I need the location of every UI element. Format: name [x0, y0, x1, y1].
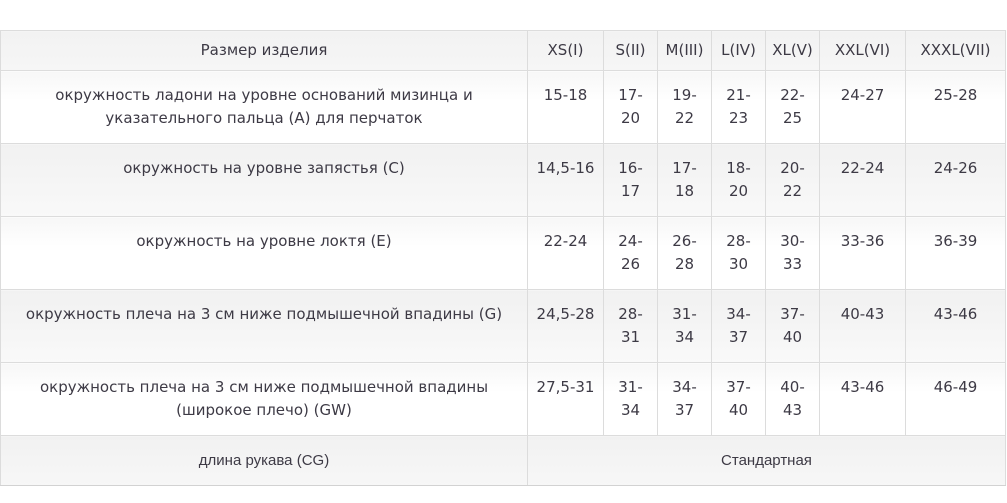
- size-value: 24-26: [905, 143, 1006, 217]
- size-value: 34-37: [657, 362, 712, 436]
- size-value: 22-24: [527, 216, 604, 290]
- size-value: 43-46: [905, 289, 1006, 363]
- header-size-xs: XS(I): [527, 30, 604, 71]
- row-label: окружность ладони на уровне оснований ми…: [0, 70, 528, 144]
- header-size-xxl: XXL(VI): [819, 30, 906, 71]
- row-label: окружность плеча на 3 см ниже подмышечно…: [0, 362, 528, 436]
- size-value: 28-31: [603, 289, 658, 363]
- size-value: 18-20: [711, 143, 766, 217]
- size-value: 26-28: [657, 216, 712, 290]
- size-value: 17-20: [603, 70, 658, 144]
- header-size-xxxl: XXXL(VII): [905, 30, 1006, 71]
- size-value: 37-40: [711, 362, 766, 436]
- size-value: 24-26: [603, 216, 658, 290]
- size-value: 31-34: [657, 289, 712, 363]
- size-value: 22-24: [819, 143, 906, 217]
- size-value: 34-37: [711, 289, 766, 363]
- size-value: 31-34: [603, 362, 658, 436]
- table-row-wrist: окружность на уровне запястья (С) 14,5-1…: [0, 143, 1006, 217]
- size-value: 20-22: [765, 143, 820, 217]
- size-value: 28-30: [711, 216, 766, 290]
- size-value: 16-17: [603, 143, 658, 217]
- table-row-palm: окружность ладони на уровне оснований ми…: [0, 70, 1006, 144]
- size-value: 14,5-16: [527, 143, 604, 217]
- header-size-s: S(II): [603, 30, 658, 71]
- table-row-sleeve-length: длина рукава (CG) Стандартная: [0, 435, 1006, 486]
- header-size-m: M(III): [657, 30, 712, 71]
- size-value: 17-18: [657, 143, 712, 217]
- size-value: 24,5-28: [527, 289, 604, 363]
- row-label: длина рукава (CG): [0, 435, 528, 486]
- size-value: 37-40: [765, 289, 820, 363]
- size-value: 36-39: [905, 216, 1006, 290]
- size-value: 21-23: [711, 70, 766, 144]
- table-row-elbow: окружность на уровне локтя (Е) 22-24 24-…: [0, 216, 1006, 290]
- header-size-l: L(IV): [711, 30, 766, 71]
- row-label: окружность плеча на 3 см ниже подмышечно…: [0, 289, 528, 363]
- header-product-size: Размер изделия: [0, 30, 528, 71]
- size-value: 25-28: [905, 70, 1006, 144]
- sleeve-length-value: Стандартная: [527, 435, 1006, 486]
- size-chart-table: Размер изделия XS(I) S(II) M(III) L(IV) …: [0, 30, 1006, 486]
- size-value: 27,5-31: [527, 362, 604, 436]
- row-label: окружность на уровне локтя (Е): [0, 216, 528, 290]
- size-value: 22-25: [765, 70, 820, 144]
- size-value: 19-22: [657, 70, 712, 144]
- table-row-shoulder: окружность плеча на 3 см ниже подмышечно…: [0, 289, 1006, 363]
- size-value: 40-43: [819, 289, 906, 363]
- size-value: 30-33: [765, 216, 820, 290]
- size-value: 15-18: [527, 70, 604, 144]
- size-value: 24-27: [819, 70, 906, 144]
- header-row: Размер изделия XS(I) S(II) M(III) L(IV) …: [0, 30, 1006, 71]
- row-label: окружность на уровне запястья (С): [0, 143, 528, 217]
- table-row-shoulder-wide: окружность плеча на 3 см ниже подмышечно…: [0, 362, 1006, 436]
- header-size-xl: XL(V): [765, 30, 820, 71]
- size-value: 33-36: [819, 216, 906, 290]
- size-value: 40-43: [765, 362, 820, 436]
- size-value: 46-49: [905, 362, 1006, 436]
- size-value: 43-46: [819, 362, 906, 436]
